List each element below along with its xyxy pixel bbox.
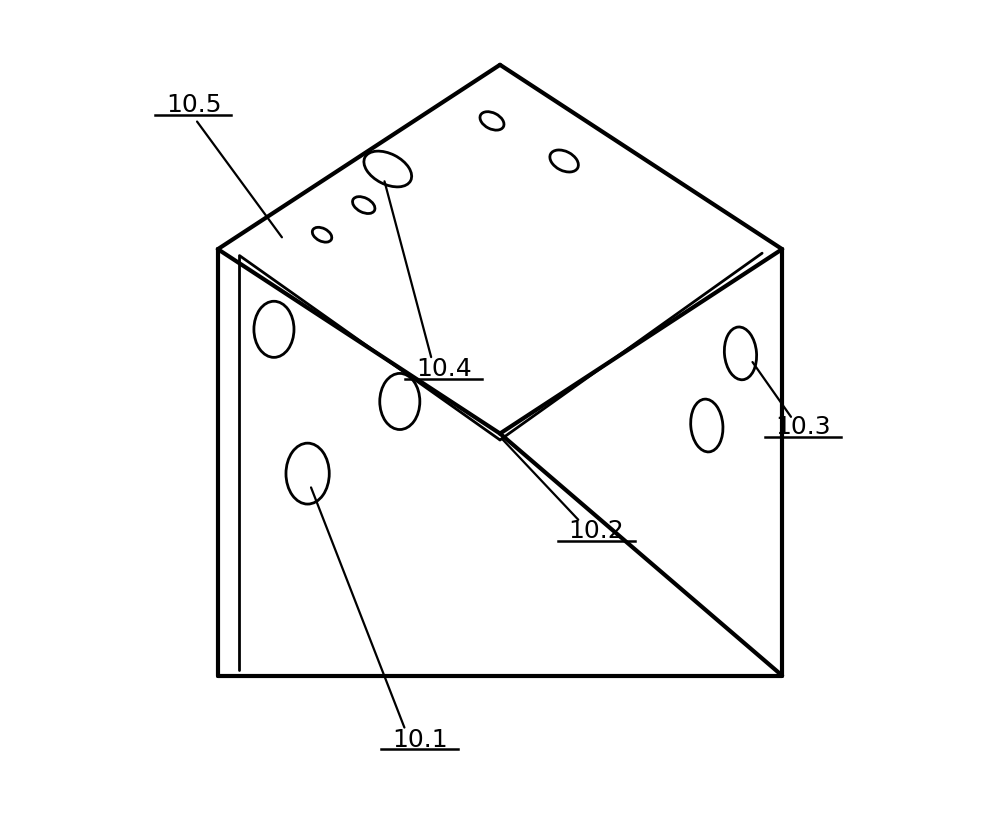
Text: 10.3: 10.3 [775,415,831,439]
Text: 10.1: 10.1 [392,728,448,752]
Text: 10.2: 10.2 [568,519,624,544]
Text: 10.5: 10.5 [166,93,222,117]
Text: 10.4: 10.4 [416,357,472,382]
